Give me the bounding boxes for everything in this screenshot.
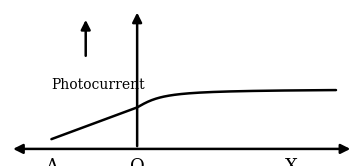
Text: O: O	[130, 158, 144, 166]
Text: Photocurrent: Photocurrent	[51, 78, 145, 92]
Text: A: A	[45, 158, 58, 166]
Text: X: X	[285, 158, 298, 166]
